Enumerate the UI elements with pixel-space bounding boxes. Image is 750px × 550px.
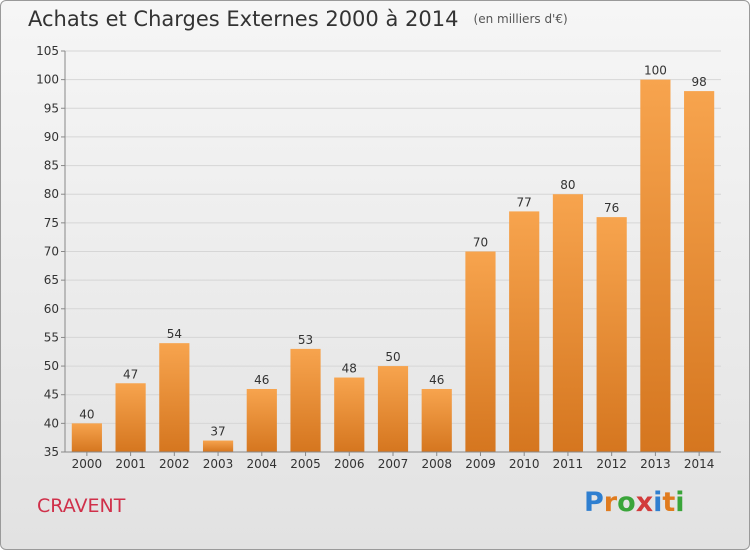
bar-2001 — [115, 383, 146, 452]
value-label-2008: 46 — [429, 373, 444, 387]
bar-2010 — [509, 211, 540, 452]
x-tick-label-2002: 2002 — [159, 457, 190, 471]
x-tick-label-2003: 2003 — [203, 457, 234, 471]
value-label-2005: 53 — [298, 333, 313, 347]
y-tick-label: 95 — [44, 101, 59, 115]
bar-2007 — [377, 366, 409, 452]
x-tick-label-2011: 2011 — [553, 457, 584, 471]
value-label-2012: 76 — [604, 201, 619, 215]
bar-2003 — [202, 440, 234, 452]
y-tick-label: 105 — [36, 44, 59, 58]
value-label-2003: 37 — [210, 425, 225, 439]
value-label-2014: 98 — [691, 75, 706, 89]
bar-2005 — [290, 348, 321, 452]
x-tick-label-2010: 2010 — [509, 457, 540, 471]
bars — [71, 79, 715, 453]
bar-2004 — [246, 388, 277, 452]
chart-header: Achats et Charges Externes 2000 à 2014 (… — [28, 7, 568, 31]
bar-2008 — [421, 388, 452, 452]
x-tick-label-2001: 2001 — [115, 457, 146, 471]
x-tick-label-2008: 2008 — [421, 457, 452, 471]
y-tick-label: 60 — [44, 302, 59, 316]
place-name: CRAVENT — [37, 495, 126, 517]
y-tick-label: 65 — [44, 273, 59, 287]
y-tick-label: 90 — [44, 130, 59, 144]
y-tick-label: 75 — [44, 216, 59, 230]
logo-letter: o — [617, 487, 636, 518]
chart-title: Achats et Charges Externes 2000 à 2014 — [28, 7, 459, 31]
y-tick-label: 55 — [44, 330, 59, 344]
x-tick-label-2014: 2014 — [684, 457, 715, 471]
y-tick-label: 35 — [44, 445, 59, 459]
bar-2011 — [552, 194, 584, 452]
y-tick-label: 85 — [44, 159, 59, 173]
value-label-2007: 50 — [385, 350, 400, 364]
bar-2006 — [334, 377, 365, 452]
value-label-2002: 54 — [167, 327, 182, 341]
x-tick-label-2005: 2005 — [290, 457, 321, 471]
bar-2009 — [465, 251, 496, 452]
x-tick-label-2004: 2004 — [247, 457, 278, 471]
logo-letter: x — [635, 487, 654, 518]
chart-unit: (en milliers d'€) — [473, 12, 568, 26]
axes — [61, 50, 721, 456]
y-tick-label: 45 — [44, 388, 59, 402]
value-label-2006: 48 — [342, 362, 357, 376]
logo-letter: r — [603, 487, 618, 518]
bar-2013 — [640, 79, 671, 453]
bar-2012 — [596, 217, 627, 452]
logo-letter: i — [675, 487, 685, 518]
proxiti-logo[interactable]: Proxiti — [584, 487, 685, 518]
x-tick-label-2006: 2006 — [334, 457, 365, 471]
logo-letter: P — [584, 487, 604, 518]
logo-letter: t — [662, 487, 676, 518]
y-tick-label: 70 — [44, 245, 59, 259]
x-tick-label-2000: 2000 — [72, 457, 103, 471]
y-tick-label: 100 — [36, 73, 59, 87]
x-tick-label-2009: 2009 — [465, 457, 496, 471]
value-label-2000: 40 — [79, 407, 94, 421]
value-label-2001: 47 — [123, 367, 138, 381]
value-label-2010: 77 — [517, 195, 532, 209]
value-label-2013: 100 — [644, 64, 667, 78]
x-tick-label-2013: 2013 — [640, 457, 671, 471]
x-tick-label-2007: 2007 — [378, 457, 409, 471]
value-label-2009: 70 — [473, 236, 488, 250]
x-tick-label-2012: 2012 — [596, 457, 627, 471]
labels: 35 40 45 50 55 60 65 70 75 80 85 90 95 100 105 40 2000 47… — [36, 44, 714, 471]
y-tick-label: 80 — [44, 187, 59, 201]
value-label-2011: 80 — [560, 178, 575, 192]
bar-2000 — [71, 423, 102, 452]
bar-2002 — [159, 343, 190, 452]
bar-2014 — [684, 91, 715, 452]
value-label-2004: 46 — [254, 373, 269, 387]
y-tick-label: 40 — [44, 416, 59, 430]
logo-letter: i — [653, 487, 663, 518]
y-tick-label: 50 — [44, 359, 59, 373]
